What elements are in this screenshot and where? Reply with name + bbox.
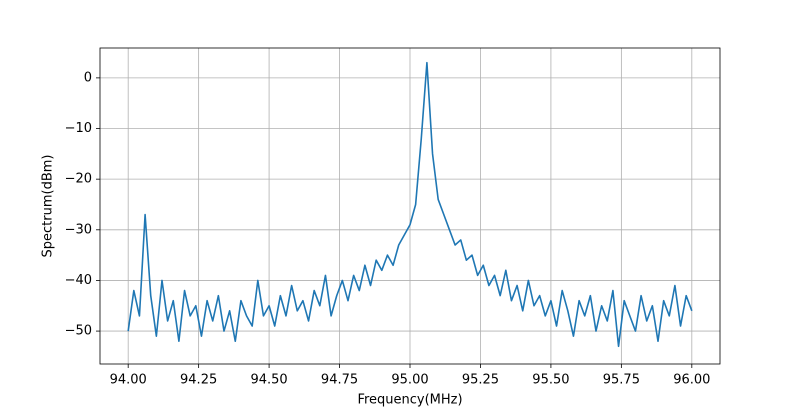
y-tick-label: 0 (84, 70, 92, 85)
x-axis-label: Frequency(MHz) (357, 393, 462, 408)
x-tick-label: 95.75 (603, 373, 640, 388)
x-tick-label: 94.75 (321, 373, 358, 388)
y-tick-label: −50 (65, 324, 92, 339)
x-tick-label: 94.25 (180, 373, 217, 388)
y-tick-label: −40 (65, 273, 92, 288)
line (127, 61, 693, 348)
x-tick-label: 94.50 (250, 373, 287, 388)
y-axis-label: Spectrum(dBm) (41, 155, 56, 258)
x-tick-label: 95.25 (462, 373, 499, 388)
y-tick-label: −30 (65, 222, 92, 237)
x-tick-label: 96.00 (673, 373, 710, 388)
x-tick-label: 95.50 (532, 373, 569, 388)
x-tick-label: 95.00 (391, 373, 428, 388)
y-tick-label: −10 (65, 121, 92, 136)
plot-frame (99, 47, 721, 365)
x-tick-label: 94.00 (110, 373, 147, 388)
y-tick-label: −20 (65, 172, 92, 187)
